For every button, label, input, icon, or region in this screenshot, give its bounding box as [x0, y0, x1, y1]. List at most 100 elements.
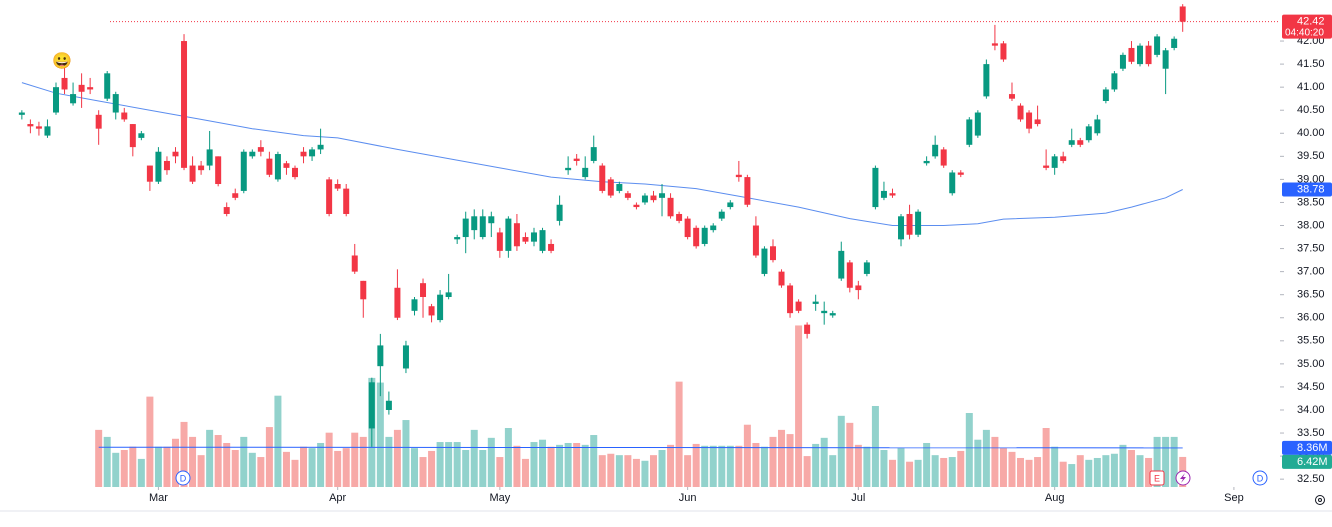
split-icon [1180, 473, 1186, 483]
y-tick-label: 33.50 [1297, 427, 1325, 439]
volume-bar [803, 456, 811, 487]
volume-bar [1025, 459, 1033, 487]
dividend-marker: D [175, 470, 191, 486]
volume-bar [778, 429, 786, 487]
candle-body [496, 232, 503, 251]
settings-icon[interactable] [1315, 495, 1325, 505]
candle-body [385, 400, 392, 410]
volume-bar [103, 436, 111, 487]
candle-body [676, 213, 683, 221]
candle-body [846, 262, 853, 288]
volume-bar [513, 445, 521, 487]
volume-bar [282, 451, 290, 487]
dividend-circle [1252, 470, 1268, 486]
settings-gear-center[interactable] [1318, 498, 1322, 502]
candle-body [727, 202, 734, 208]
volume-bar [1034, 457, 1042, 487]
moving-average-tag-box [1282, 182, 1332, 197]
candle-body [27, 124, 34, 127]
volume-bar [607, 453, 615, 487]
candle-body [1179, 6, 1186, 22]
price-layer [18, 4, 1280, 447]
axis-layer: 42.0041.5041.0040.5040.0039.5039.0038.50… [149, 14, 1332, 504]
dividend-marker: D [1252, 470, 1268, 486]
volume-bar [325, 432, 333, 487]
candle-body [206, 149, 213, 166]
volume-bar [112, 452, 120, 487]
candle-body [957, 172, 964, 175]
candle-body [283, 163, 290, 168]
earnings-marker: E [1149, 470, 1165, 486]
volume-bar [223, 442, 231, 487]
volume-bar [231, 450, 239, 487]
volume-bar [888, 459, 896, 487]
moving-average-line [21, 82, 1183, 226]
volume-bar [590, 435, 598, 487]
volume-bar [436, 442, 444, 487]
volume-bar [1059, 461, 1067, 487]
candle-body [633, 204, 640, 208]
volume-average-line [98, 446, 1183, 449]
candle-body [880, 190, 887, 198]
candle-body [582, 167, 589, 178]
y-tick-label: 32.50 [1297, 473, 1325, 485]
candle-body [565, 167, 572, 171]
candle-body [351, 255, 358, 272]
candle-body [70, 94, 77, 104]
volume-bar [914, 459, 922, 487]
candle-body [1128, 47, 1135, 62]
volume-bar [769, 436, 777, 487]
volume-bar [214, 435, 222, 487]
candle-body [761, 248, 768, 274]
volume-bar [197, 455, 205, 487]
volume-bar [1085, 459, 1093, 487]
y-tick-label: 37.00 [1297, 266, 1325, 278]
volume-bar [999, 448, 1007, 487]
candle-body [1111, 73, 1118, 90]
volume-bar [539, 439, 547, 487]
candle-body [411, 299, 418, 311]
volume-bar [376, 382, 384, 487]
volume-bar [581, 444, 589, 487]
settings-gear[interactable] [1315, 495, 1325, 505]
x-tick-label: Aug [1045, 492, 1065, 504]
volume-bar [667, 444, 675, 487]
volume-bar [1110, 453, 1118, 487]
candle-body [163, 160, 170, 171]
candle-body [855, 285, 862, 291]
volume-bar [393, 429, 401, 487]
candle-body [488, 216, 495, 224]
volume-bar [530, 442, 538, 487]
candle-body [530, 232, 537, 242]
volume-bar [880, 450, 888, 487]
candle-body [240, 151, 247, 191]
candle-body [1119, 54, 1126, 69]
candle-body [778, 271, 785, 286]
candle-body [539, 230, 546, 251]
volume-bar [334, 450, 342, 487]
candle-body [52, 87, 59, 113]
candle-body [795, 301, 802, 311]
volume-bar [1136, 455, 1144, 487]
y-tick-label: 36.00 [1297, 312, 1325, 324]
volume-bar [709, 445, 717, 487]
candle-body [112, 94, 119, 113]
volume-bar [445, 442, 453, 487]
candle-body [744, 177, 751, 205]
candle-body [693, 227, 700, 247]
y-tick-label: 39.50 [1297, 150, 1325, 162]
y-tick-label: 41.00 [1297, 81, 1325, 93]
volume-bar [291, 459, 299, 487]
volume-bar [675, 381, 683, 487]
candle-body [172, 151, 179, 157]
volume-bar [820, 437, 828, 487]
candle-body [274, 154, 281, 180]
candle-body [394, 287, 401, 318]
candle-body [454, 237, 461, 240]
volume-bar [257, 457, 265, 487]
volume-bar [163, 446, 171, 487]
candle-body [838, 250, 845, 279]
volume-bar [1145, 457, 1153, 487]
volume-bar [974, 439, 982, 487]
candle-body [1094, 119, 1101, 134]
